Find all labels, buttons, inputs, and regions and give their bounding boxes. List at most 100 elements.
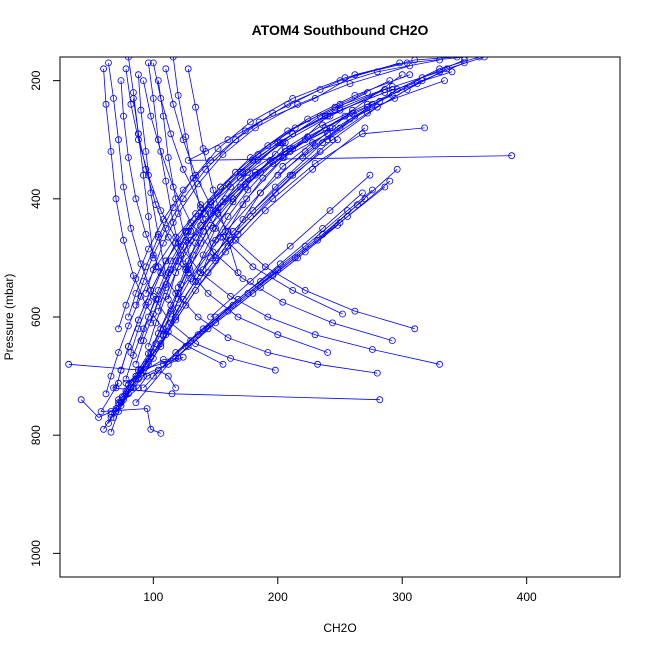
data-point [132, 275, 140, 283]
data-point [396, 59, 404, 67]
data-point [207, 313, 215, 321]
data-point [508, 152, 516, 160]
data-point [222, 248, 229, 256]
data-point [144, 298, 152, 306]
data-point [134, 316, 142, 324]
profile-line-48 [185, 169, 398, 347]
data-point [159, 112, 167, 120]
x-tick-label: 100 [143, 590, 163, 604]
data-point [411, 57, 419, 64]
data-point [207, 198, 215, 206]
data-point [448, 68, 456, 76]
profile-line-22 [118, 62, 400, 329]
data-point [344, 213, 351, 220]
data-point [154, 307, 162, 315]
data-point [144, 350, 152, 358]
data-point [115, 325, 122, 333]
data-point [154, 366, 162, 374]
data-point [139, 77, 147, 84]
data-point [132, 399, 140, 407]
data-point [311, 331, 319, 339]
data-point [149, 251, 157, 259]
data-point [124, 343, 132, 350]
data-point [207, 221, 215, 229]
data-point [154, 330, 162, 337]
data-point [373, 103, 381, 111]
data-point [336, 124, 344, 132]
data-point [134, 366, 142, 374]
data-point [199, 216, 207, 223]
profile-line-58 [277, 57, 480, 176]
data-point [209, 186, 217, 194]
data-point [162, 177, 170, 185]
profile-line-54 [148, 62, 184, 264]
data-point [120, 112, 127, 120]
data-point [341, 74, 349, 82]
data-point [363, 109, 371, 117]
data-point [436, 360, 444, 368]
data-point [164, 372, 172, 380]
data-point [301, 286, 309, 294]
data-point [122, 65, 130, 73]
data-point [393, 165, 401, 173]
profile-line-56 [172, 57, 216, 262]
data-point [249, 207, 257, 215]
profile-line-17 [133, 98, 328, 353]
profile-line-57 [187, 68, 239, 273]
data-point [149, 95, 157, 102]
data-point [239, 201, 247, 209]
data-point [269, 159, 277, 167]
data-point [326, 207, 334, 215]
y-tick-label: 800 [29, 425, 43, 445]
data-point [157, 269, 165, 277]
data-point [329, 319, 336, 327]
data-point [368, 346, 376, 353]
data-point [174, 263, 182, 271]
data-point [117, 366, 125, 374]
data-point [154, 136, 162, 144]
data-point [139, 325, 147, 333]
data-point [147, 425, 155, 433]
data-point [122, 375, 130, 383]
data-point [65, 360, 73, 368]
data-point [219, 360, 227, 368]
data-point [269, 109, 277, 117]
y-tick-label: 1000 [29, 540, 43, 567]
data-point [197, 239, 205, 247]
data-point [162, 292, 170, 300]
data-point [441, 77, 448, 84]
data-point [144, 59, 152, 67]
data-point [107, 148, 115, 155]
data-point [179, 195, 187, 203]
data-point [115, 349, 122, 356]
data-point [137, 292, 145, 300]
data-point [134, 130, 142, 138]
data-point [122, 301, 130, 309]
data-point [319, 224, 327, 232]
data-point [184, 156, 192, 164]
profile-line-51 [210, 174, 371, 318]
profile-line-40 [192, 83, 418, 282]
data-point [476, 57, 483, 61]
data-point [376, 97, 384, 105]
data-point [192, 278, 200, 285]
data-point [224, 227, 232, 235]
data-point [144, 357, 152, 365]
data-point [331, 106, 339, 114]
data-point [386, 177, 394, 185]
data-point [142, 230, 150, 238]
data-point [376, 396, 384, 404]
data-point [264, 349, 272, 356]
data-point [239, 168, 247, 176]
data-point [122, 379, 130, 387]
data-point [162, 65, 170, 73]
data-point [259, 174, 267, 182]
profile-line-15 [120, 80, 378, 374]
data-point [182, 301, 190, 309]
data-point [234, 269, 242, 277]
data-point [279, 139, 287, 147]
data-point [217, 183, 224, 191]
data-point [192, 233, 200, 241]
profile-line-14 [108, 62, 276, 371]
data-point [232, 236, 239, 244]
